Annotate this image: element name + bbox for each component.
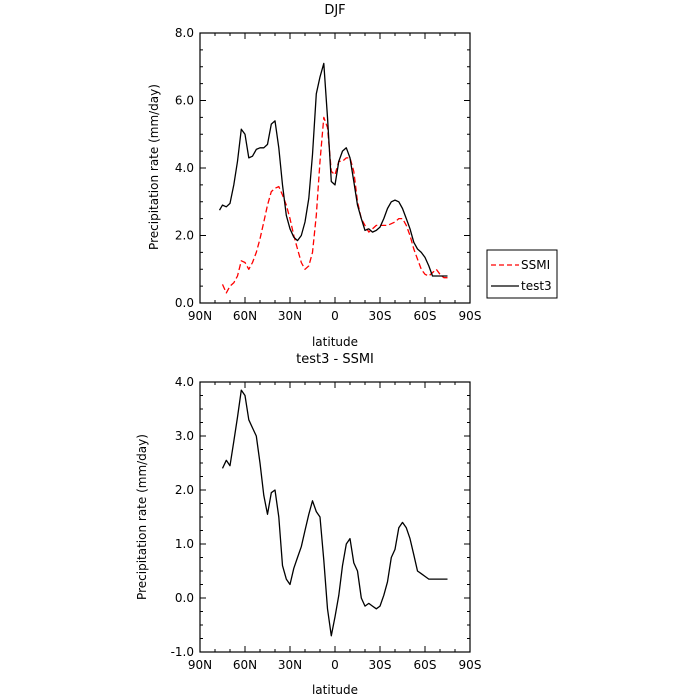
y-tick-label: 8.0 bbox=[175, 26, 194, 40]
y-tick-label: 2.0 bbox=[175, 483, 194, 497]
chart-title: DJF bbox=[324, 3, 345, 18]
x-tick-label: 60N bbox=[233, 309, 257, 323]
series-line-ssmi bbox=[221, 116, 448, 294]
x-axis-label: latitude bbox=[312, 683, 358, 697]
x-tick-label: 30S bbox=[369, 658, 392, 672]
series-line-test3 bbox=[218, 62, 448, 277]
y-tick-label: 0.0 bbox=[175, 591, 194, 605]
x-tick-label: 90S bbox=[459, 658, 482, 672]
plot-frame bbox=[199, 381, 471, 653]
y-tick-label: 4.0 bbox=[175, 161, 194, 175]
legend-label: SSMI bbox=[521, 258, 550, 272]
x-tick-label: 0 bbox=[331, 309, 339, 323]
chart-bottom: test3 - SSMI latitude Precipitation rate… bbox=[135, 352, 481, 697]
y-tick-label: 6.0 bbox=[175, 94, 194, 108]
x-tick-label: 90S bbox=[459, 309, 482, 323]
x-tick-label: 30N bbox=[278, 309, 302, 323]
y-tick-label: -1.0 bbox=[171, 645, 194, 659]
y-tick-label: 0.0 bbox=[175, 296, 194, 310]
x-tick-label: 30N bbox=[278, 658, 302, 672]
x-tick-label: 90N bbox=[188, 309, 212, 323]
y-axis-label: Precipitation rate (mm/day) bbox=[147, 84, 161, 250]
x-tick-label: 60N bbox=[233, 658, 257, 672]
x-tick-label: 30S bbox=[369, 309, 392, 323]
y-tick-label: 2.0 bbox=[175, 229, 194, 243]
chart-title: test3 - SSMI bbox=[296, 352, 374, 367]
y-tick-label: 3.0 bbox=[175, 429, 194, 443]
chart-top: DJF latitude Precipitation rate (mm/day)… bbox=[147, 3, 558, 349]
x-tick-label: 90N bbox=[188, 658, 212, 672]
plot-frame bbox=[199, 32, 471, 304]
y-tick-label: 1.0 bbox=[175, 537, 194, 551]
x-axis-label: latitude bbox=[312, 335, 358, 349]
x-tick-label: 60S bbox=[414, 658, 437, 672]
x-tick-label: 60S bbox=[414, 309, 437, 323]
legend-label: test3 bbox=[521, 279, 552, 293]
y-tick-label: 4.0 bbox=[175, 375, 194, 389]
legend-box bbox=[486, 249, 558, 299]
series-line bbox=[221, 389, 448, 637]
y-axis-label: Precipitation rate (mm/day) bbox=[135, 434, 149, 600]
x-tick-label: 0 bbox=[331, 658, 339, 672]
